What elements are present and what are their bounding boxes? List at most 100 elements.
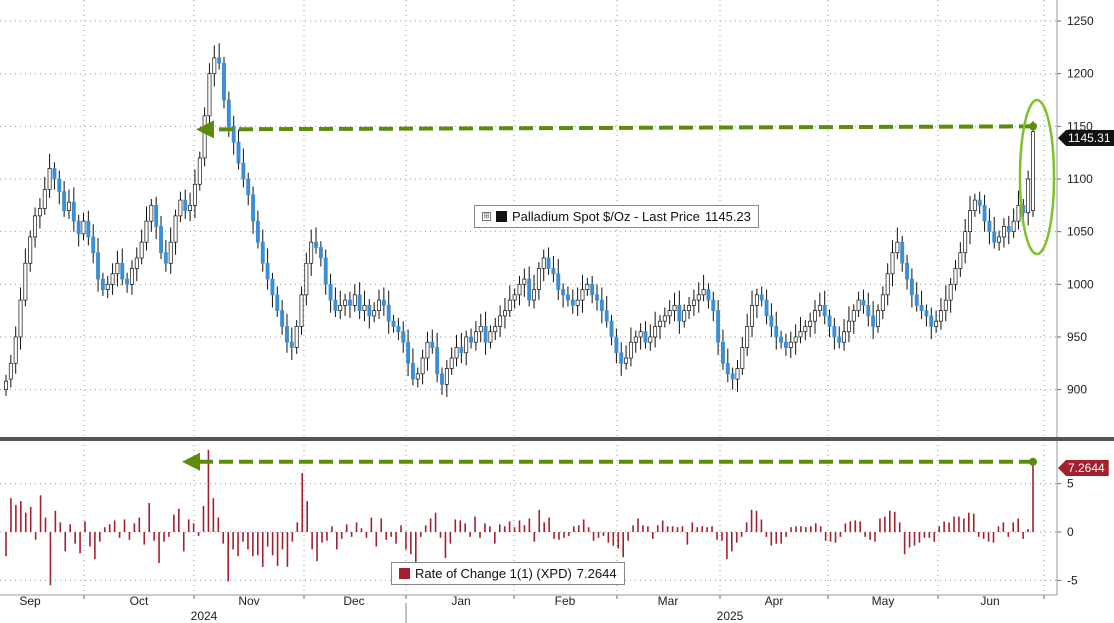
candle-body <box>149 204 154 222</box>
candle-body <box>546 257 551 269</box>
candle-body <box>217 57 222 64</box>
candle-body <box>222 62 226 101</box>
candle-body <box>556 273 561 290</box>
candle-body <box>658 320 662 327</box>
candle-body <box>725 362 730 375</box>
candle-body <box>677 305 682 322</box>
candle-body <box>532 289 536 301</box>
candle-body <box>469 336 474 343</box>
candle-body <box>832 326 837 338</box>
candle-body <box>183 199 188 211</box>
candle-body <box>595 294 599 301</box>
annotations <box>182 98 1056 471</box>
candle-body <box>343 299 348 306</box>
panel-divider[interactable] <box>0 437 1114 441</box>
candle-body <box>473 331 478 343</box>
candle-body <box>982 204 987 222</box>
candle-body <box>682 310 687 322</box>
candle-body <box>420 357 425 375</box>
candle-body <box>86 220 91 238</box>
candle-body <box>425 341 430 359</box>
candle-body <box>909 278 914 296</box>
candle-body <box>115 262 120 275</box>
candle-body <box>643 331 648 343</box>
candle-body <box>449 357 454 369</box>
y-tick-label: 1000 <box>1067 277 1094 291</box>
candle-body <box>701 289 706 296</box>
candle-body <box>948 283 953 301</box>
candle-body <box>856 299 861 311</box>
candle-body <box>609 320 614 338</box>
candle-body <box>667 310 672 317</box>
price-y-axis: 1250 1200 1150 1100 1050 1000 950 900 <box>1057 14 1094 397</box>
candle-body <box>173 215 178 243</box>
candle-body <box>541 257 546 269</box>
legend-toggle-icon[interactable]: ⊞ <box>482 212 491 221</box>
legend-swatch <box>496 211 507 222</box>
legend-value: 1145.23 <box>704 209 751 224</box>
candle-body <box>18 299 23 338</box>
x-tick-label: Feb <box>555 594 576 608</box>
candle-body <box>803 326 808 333</box>
candle-body <box>13 336 18 364</box>
candle-body <box>934 320 939 327</box>
candle-body <box>134 257 139 269</box>
candle-body <box>47 168 52 190</box>
candle-body <box>285 326 289 343</box>
candle-body <box>430 341 435 348</box>
candle-body <box>754 294 759 306</box>
candle-body <box>120 262 125 280</box>
candle-body <box>139 241 144 259</box>
candle-body <box>691 299 696 306</box>
candle-body <box>890 252 895 275</box>
candle-body <box>527 278 532 301</box>
candle-body <box>963 231 968 254</box>
last-price-tag: 1145.31 <box>1058 130 1114 146</box>
candle-body <box>159 226 163 254</box>
candle-body <box>488 331 493 343</box>
candle-body <box>444 368 449 385</box>
candle-body <box>498 315 503 327</box>
arrow-head-icon <box>182 452 200 471</box>
candle-body <box>67 201 71 211</box>
candle-body <box>662 315 667 322</box>
candle-body <box>4 380 8 390</box>
candle-body <box>764 299 769 317</box>
candle-body <box>23 262 28 301</box>
x-tick-label: Mar <box>658 594 679 608</box>
arrow-origin-dot <box>1029 122 1037 131</box>
candle-body <box>197 157 202 185</box>
candle-body <box>972 199 977 211</box>
candle-body <box>798 331 803 338</box>
candle-body <box>512 294 517 301</box>
candle-body <box>575 299 580 306</box>
candle-body <box>706 289 711 301</box>
candle-body <box>478 326 483 333</box>
candle-body <box>846 320 851 333</box>
candle-body <box>163 252 168 264</box>
candle-body <box>318 247 323 259</box>
legend-value: 7.2644 <box>576 566 617 581</box>
candle-body <box>212 57 217 75</box>
candle-body <box>338 305 343 311</box>
candle-body <box>255 220 260 243</box>
candle-body <box>260 241 265 264</box>
candle-body <box>192 183 197 206</box>
candle-body <box>459 347 464 354</box>
y-tick-label: 900 <box>1067 383 1087 397</box>
candle-body <box>905 262 909 280</box>
price-legend[interactable]: ⊞ Palladium Spot $/Oz - Last Price 1145.… <box>474 205 759 228</box>
candle-body <box>299 294 304 327</box>
candle-body <box>551 268 556 275</box>
candle-body <box>599 299 604 311</box>
y-tick-label: -5 <box>1067 573 1078 587</box>
candle-body <box>241 162 246 180</box>
candle-body <box>992 231 997 243</box>
roc-legend[interactable]: Rate of Change 1(1) (XPD) 7.2644 <box>391 562 625 585</box>
candle-body <box>580 289 585 301</box>
candle-body <box>71 201 76 222</box>
candle-body <box>357 294 362 311</box>
candle-body <box>406 341 411 364</box>
x-tick-label: May <box>872 594 895 608</box>
candle-body <box>415 373 420 380</box>
